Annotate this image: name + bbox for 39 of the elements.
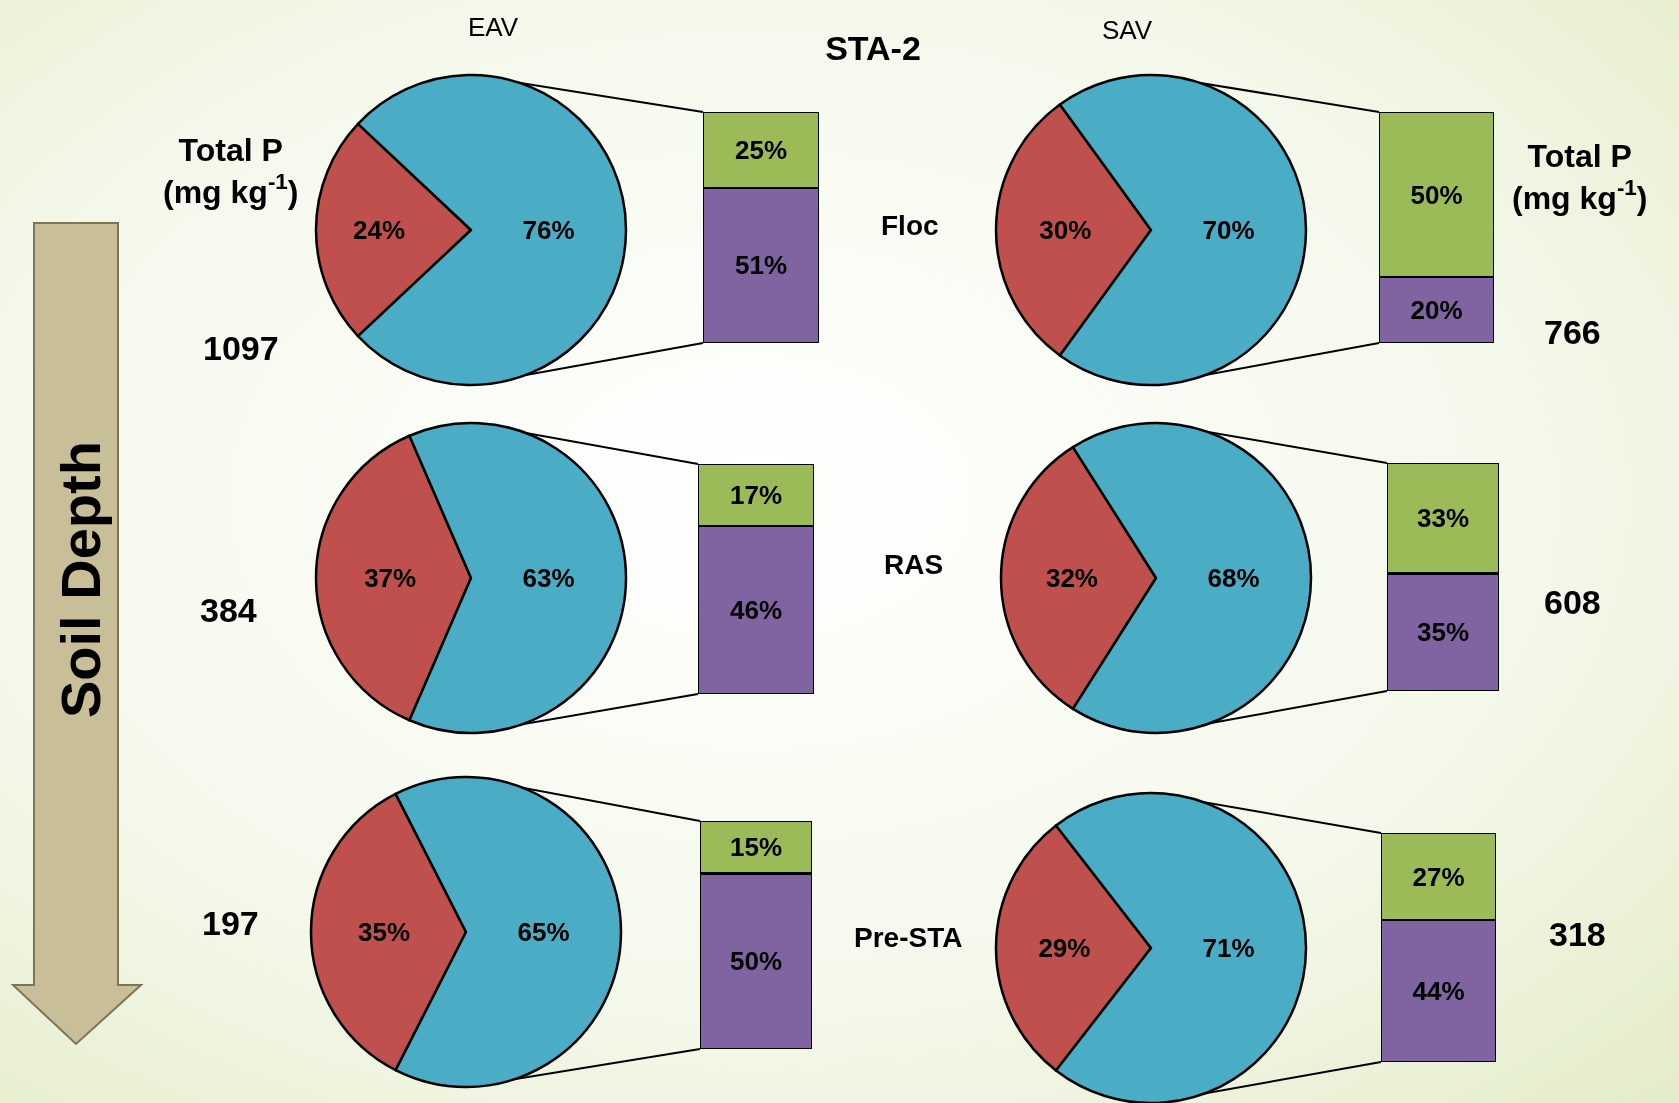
- data-label: 51%: [734, 250, 788, 281]
- data-label: 25%: [734, 134, 788, 165]
- text: Total P (mg kg$^{-1}$): [1512, 138, 1648, 216]
- data-label: 35%: [1416, 617, 1470, 648]
- text: Floc: [881, 210, 939, 241]
- text: 197: [202, 904, 259, 942]
- text: SAV: [1102, 15, 1153, 45]
- data-label: 63%: [522, 563, 575, 593]
- text: STA-2: [825, 28, 921, 67]
- text: Pre-STA: [854, 922, 963, 953]
- data-label: 37%: [364, 563, 417, 593]
- data-label: 15%: [729, 832, 783, 863]
- text: 384: [200, 591, 257, 629]
- text: 1097: [203, 329, 279, 367]
- text: Total P (mg kg$^{-1}$): [163, 132, 299, 210]
- data-label: 76%: [522, 215, 575, 245]
- data-label: 70%: [1202, 215, 1255, 245]
- data-label: 17%: [729, 480, 783, 511]
- data-label: 50%: [729, 946, 783, 977]
- data-label: 71%: [1202, 933, 1255, 963]
- data-label: 44%: [1412, 976, 1465, 1007]
- text: 318: [1549, 915, 1606, 953]
- text: 766: [1544, 313, 1601, 351]
- data-label: 68%: [1207, 563, 1260, 593]
- data-label: 33%: [1416, 503, 1470, 534]
- data-label: 65%: [517, 917, 570, 947]
- data-label: 46%: [729, 595, 783, 626]
- text: EAV: [468, 12, 519, 42]
- text: RAS: [884, 549, 944, 580]
- data-label: 20%: [1410, 295, 1463, 325]
- data-label: 32%: [1045, 563, 1098, 593]
- data-label: 29%: [1038, 933, 1091, 963]
- data-label: 50%: [1410, 179, 1463, 210]
- text: Soil Depth: [49, 441, 112, 718]
- data-label: 24%: [352, 215, 406, 245]
- data-label: 27%: [1412, 861, 1465, 892]
- text: 608: [1544, 583, 1601, 621]
- data-label: 35%: [358, 917, 411, 947]
- data-label: 30%: [1039, 215, 1092, 245]
